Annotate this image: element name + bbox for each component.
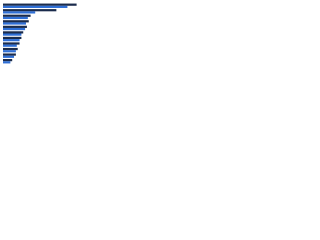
bar xyxy=(3,59,13,62)
bar xyxy=(3,36,22,40)
bar xyxy=(3,47,18,51)
bar xyxy=(3,39,20,42)
bar xyxy=(3,9,57,12)
bar xyxy=(3,27,26,31)
bar xyxy=(3,55,15,58)
bar xyxy=(3,14,31,17)
bar xyxy=(3,11,36,14)
bar xyxy=(3,44,17,47)
bar xyxy=(3,50,16,53)
bar xyxy=(3,53,16,56)
bar xyxy=(3,20,29,23)
bar xyxy=(3,16,28,20)
chart xyxy=(0,0,100,71)
bar xyxy=(3,25,27,28)
bar xyxy=(3,33,22,36)
bar xyxy=(3,3,77,6)
bar xyxy=(3,61,11,64)
bar xyxy=(3,5,68,8)
bar xyxy=(3,22,26,25)
bar xyxy=(3,42,20,45)
bar xyxy=(3,31,24,34)
